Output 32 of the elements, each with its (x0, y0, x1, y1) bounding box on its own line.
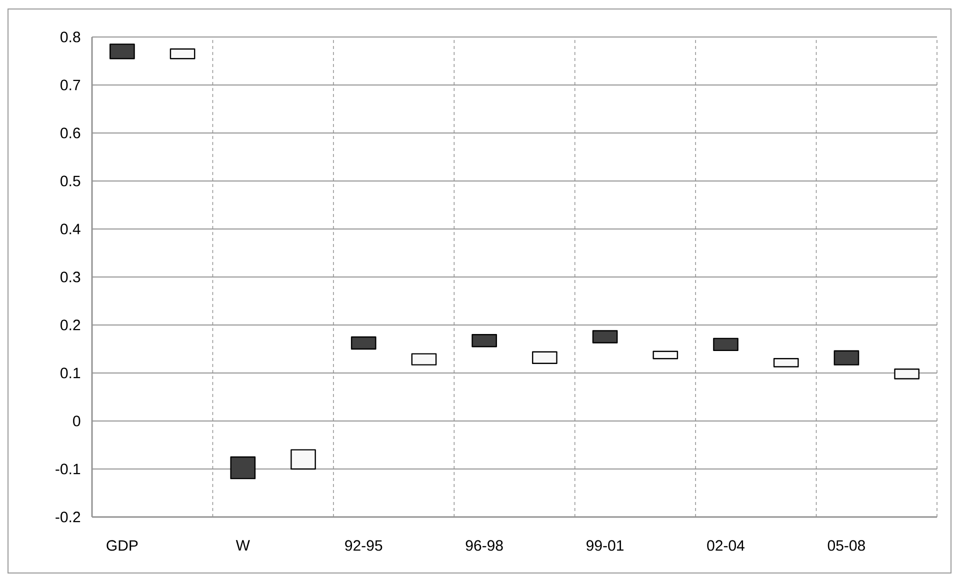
bar (411, 353, 437, 366)
y-tick-label: -0.1 (56, 464, 80, 474)
bar (350, 336, 376, 350)
y-tick-label: 0.8 (60, 32, 80, 42)
y-tick-label: 0.3 (60, 272, 80, 282)
x-tick-label: 05-08 (828, 540, 865, 551)
y-tick-label: 0.5 (60, 176, 80, 186)
y-tick-label: 0.2 (60, 320, 80, 330)
x-tick-label: 99-01 (586, 540, 624, 551)
bar (532, 351, 558, 364)
x-tick-label: 02-04 (707, 540, 744, 551)
bar (652, 350, 678, 360)
bar (110, 44, 135, 60)
y-tick-label: 0.6 (60, 128, 80, 138)
y-tick-label: 0.4 (60, 224, 80, 234)
y-tick-label: 0 (73, 416, 80, 426)
x-tick-label: W (236, 540, 250, 551)
y-tick-label: -0.2 (56, 512, 80, 522)
bar (592, 330, 618, 344)
y-tick-label: 0.7 (60, 80, 80, 90)
x-tick-label: 96-98 (466, 540, 503, 551)
bar (472, 334, 497, 348)
bar (834, 350, 860, 366)
y-tick-label: 0.1 (60, 368, 80, 378)
bar (290, 449, 316, 470)
bar (170, 48, 196, 60)
bar (230, 456, 256, 480)
bar (713, 338, 738, 352)
bar (894, 368, 920, 380)
x-tick-label: GDP (106, 540, 138, 551)
bar (773, 358, 799, 368)
x-tick-label: 92-95 (345, 540, 382, 551)
